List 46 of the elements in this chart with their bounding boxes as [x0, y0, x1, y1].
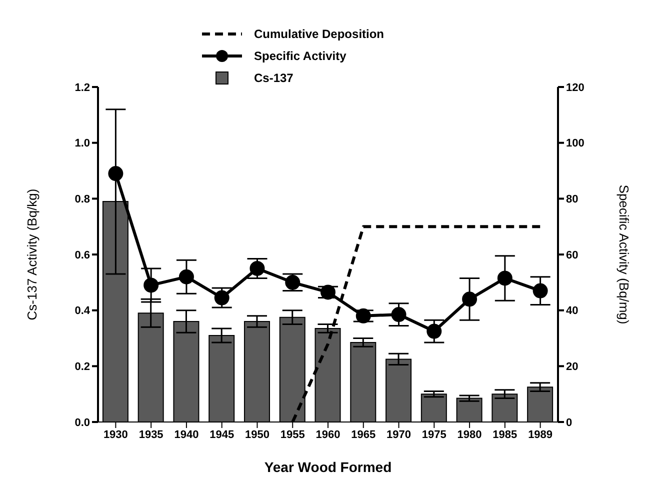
y2-tick-label: 100: [566, 138, 584, 150]
y2-tick-label: 120: [566, 82, 584, 94]
y2-tick-label: 0: [566, 416, 572, 429]
x-tick-label: 1989: [528, 428, 553, 441]
legend-label: Specific Activity: [254, 49, 347, 63]
y2-tick-label: 80: [566, 194, 578, 206]
point: [356, 308, 371, 324]
point: [250, 260, 265, 276]
point: [426, 324, 442, 339]
y2-tick-label: 20: [566, 361, 578, 374]
x-tick-label: 1970: [386, 428, 412, 441]
legend-label: Cumulative Deposition: [254, 27, 384, 41]
x-tick-label: 1945: [210, 428, 234, 441]
legend-label: Cs-137: [254, 71, 294, 85]
x-tick-label: 1975: [422, 428, 446, 441]
point: [532, 283, 548, 298]
y-tick-label: 0.4: [74, 305, 91, 318]
x-tick-label: 1935: [138, 428, 164, 441]
y-tick-label: 1.0: [74, 138, 90, 150]
point: [320, 284, 336, 300]
y-tick-label: 0.0: [74, 416, 90, 429]
x-tick-label: 1950: [244, 428, 270, 441]
y2-tick-label: 40: [566, 305, 578, 318]
point: [144, 278, 159, 293]
x-tick-label: 1960: [316, 428, 340, 441]
point: [285, 274, 300, 290]
x-tick-label: 1940: [174, 428, 199, 441]
x-tick-label: 1955: [280, 428, 305, 441]
y-tick-label: 0.2: [74, 361, 90, 374]
point: [497, 270, 512, 286]
y-tick-label: 0.8: [74, 194, 90, 206]
point: [178, 269, 194, 284]
y2-tick-label: 60: [566, 249, 578, 262]
x-axis-title: Year Wood Formed: [264, 459, 392, 475]
point: [108, 166, 124, 182]
point: [462, 292, 478, 307]
y-axis-title: Cs-137 Activity (Bq/kg): [24, 188, 40, 320]
x-tick-label: 1985: [492, 428, 518, 441]
y2-axis-title: Specific Activity (Bq/mg): [616, 184, 632, 324]
x-tick-label: 1965: [351, 428, 376, 441]
point: [391, 307, 406, 322]
y-tick-label: 1.2: [74, 82, 90, 94]
x-tick-label: 1980: [457, 428, 482, 441]
y-tick-label: 0.6: [74, 249, 90, 262]
point: [214, 290, 230, 306]
x-tick-label: 1930: [103, 428, 128, 441]
